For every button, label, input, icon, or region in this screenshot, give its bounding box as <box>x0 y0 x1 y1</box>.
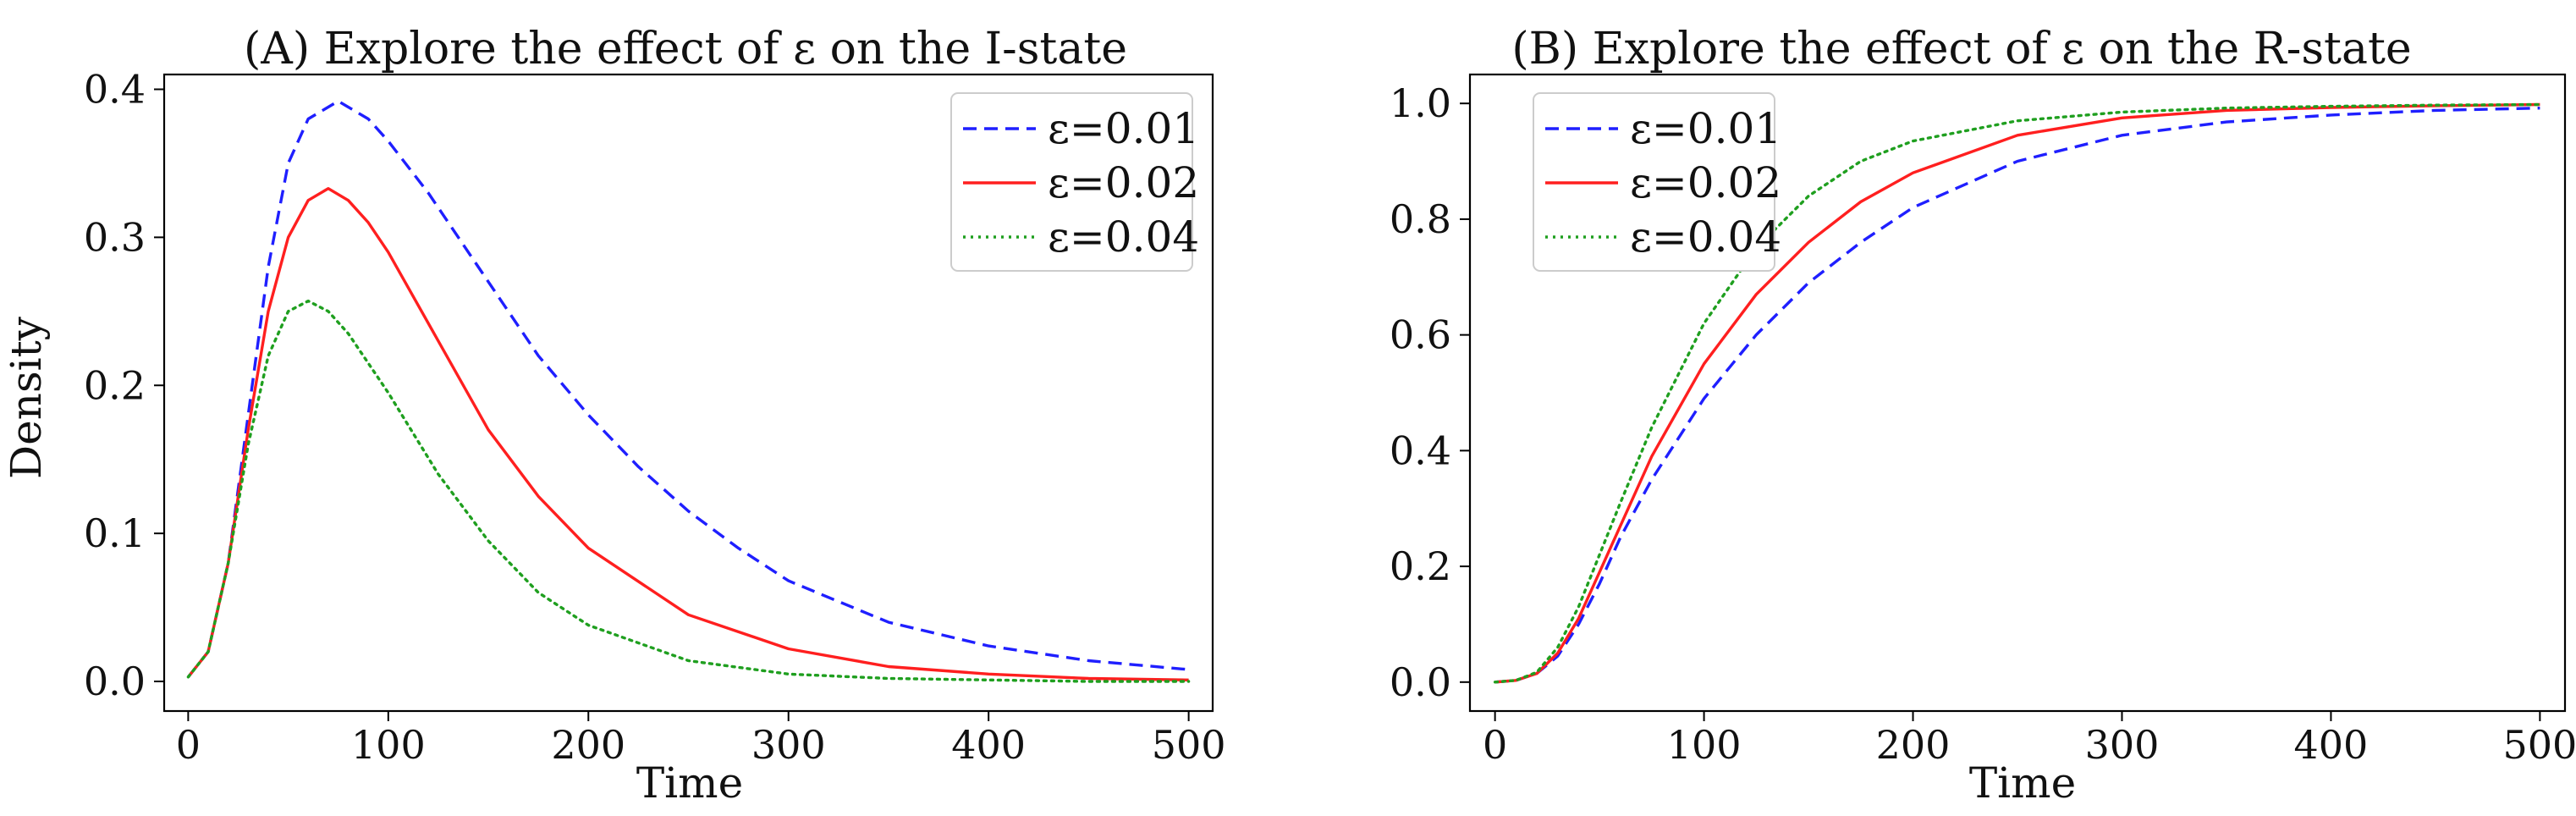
x-tick-label: 300 <box>751 722 826 768</box>
legend-b: ε=0.01 ε=0.02 ε=0.04 <box>1533 92 1781 272</box>
y-tick-label: 0.2 <box>84 362 146 408</box>
legend-label-2: ε=0.04 <box>1630 212 1781 262</box>
y-tick-label: 0.6 <box>1390 312 1451 358</box>
legend-box-b <box>1533 92 1775 272</box>
legend-label-0: ε=0.01 <box>1630 104 1781 153</box>
legend-label-0: ε=0.01 <box>1048 104 1199 153</box>
series-line-0 <box>187 99 1189 678</box>
x-tick-label: 0 <box>1483 722 1507 768</box>
chart-title-b: (B) Explore the effect of ε on the R-sta… <box>1511 24 2411 74</box>
legend-a: ε=0.01 ε=0.02 ε=0.04 <box>950 92 1199 272</box>
x-tick-label: 0 <box>176 722 201 768</box>
y-tick-label: 1.0 <box>1390 80 1451 126</box>
y-tick-label: 0.0 <box>84 659 146 704</box>
chart-title-a: (A) Explore the effect of ε on the I-sta… <box>244 24 1127 74</box>
series-line-2 <box>186 299 1191 683</box>
x-tick-label: 500 <box>1152 722 1226 768</box>
series-line-0 <box>1494 107 2540 684</box>
series-line-1 <box>187 186 1189 681</box>
x-tick-label: 400 <box>2294 722 2369 768</box>
legend-label-1: ε=0.02 <box>1630 158 1781 207</box>
x-tick-label: 100 <box>1667 722 1742 768</box>
x-tick-label: 500 <box>2502 722 2576 768</box>
chart-panel-b: (B) Explore the effect of ε on the R-sta… <box>1390 24 2576 808</box>
y-tick-label: 0.8 <box>1390 196 1451 242</box>
y-tick-label: 0.2 <box>1390 543 1451 589</box>
y-tick-label: 0.0 <box>1390 659 1451 705</box>
chart-panel-a: (A) Explore the effect of ε on the I-sta… <box>2 24 1226 808</box>
y-tick-label: 0.4 <box>84 66 146 112</box>
series-line-2 <box>1493 102 2542 684</box>
x-tick-label: 200 <box>1876 722 1951 768</box>
ticks-b: 0 100 200 300 400 500 0.0 0.2 0.4 0.6 0.8 1.0 <box>1390 80 2576 768</box>
y-tick-label: 0.4 <box>1390 427 1451 473</box>
y-tick-label: 0.1 <box>84 510 146 556</box>
legend-label-1: ε=0.02 <box>1048 158 1199 207</box>
y-tick-label: 0.3 <box>84 214 146 260</box>
plot-frame-b <box>1468 73 2567 713</box>
series-line-1 <box>1494 102 2540 684</box>
x-tick-label: 300 <box>2085 722 2160 768</box>
series-layer-b <box>1493 102 2542 684</box>
ticks-a: 0 100 200 300 400 500 0.0 0.1 0.2 0.3 0.4 <box>84 66 1226 768</box>
series-layer-a <box>186 99 1191 683</box>
y-axis-title-a: Density <box>2 316 51 479</box>
x-tick-label: 400 <box>951 722 1026 768</box>
x-tick-label: 100 <box>351 722 426 768</box>
x-axis-title-a: Time <box>636 758 743 808</box>
x-tick-label: 200 <box>551 722 625 768</box>
x-axis-title-b: Time <box>1969 758 2076 808</box>
legend-label-2: ε=0.04 <box>1048 212 1199 262</box>
plot-frame-a <box>162 73 1214 713</box>
legend-box-a <box>950 92 1193 272</box>
